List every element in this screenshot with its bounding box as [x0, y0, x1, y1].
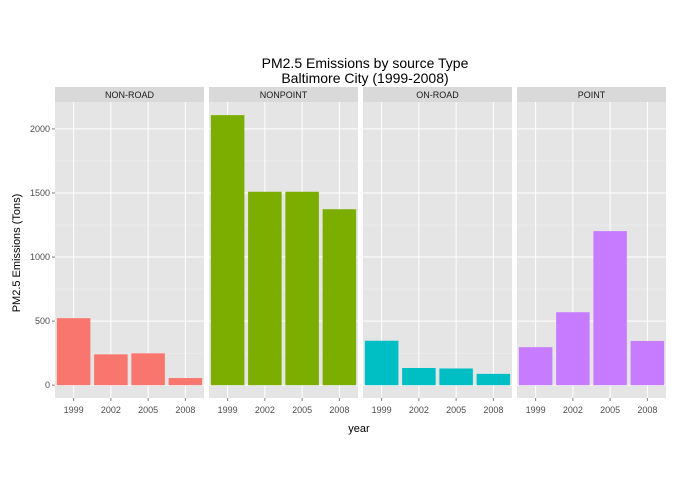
x-axis-title: year	[348, 423, 370, 435]
bar-nonpoint-1999	[210, 115, 245, 386]
x-tick-label: 1999	[526, 405, 546, 415]
facet-panel-on-road: ON-ROAD 1999 2002 2005 2008	[363, 87, 512, 415]
y-tick-label: 0	[45, 380, 50, 390]
facet-strip-label: POINT	[578, 90, 606, 100]
bar-on-road-2002	[402, 367, 436, 386]
facet-panel-point: POINT 1999 2002 2005 2008	[517, 87, 666, 415]
x-tick-label: 2005	[446, 405, 466, 415]
x-tick-label: 2002	[255, 405, 275, 415]
x-tick-label: 2008	[175, 405, 195, 415]
x-tick-label: 2002	[563, 405, 583, 415]
x-tick-label: 2008	[329, 405, 349, 415]
x-tick-label: 1999	[372, 405, 392, 415]
chart-title-line2: Baltimore City (1999-2008)	[281, 70, 448, 86]
facet-strip-label: NON-ROAD	[105, 90, 154, 100]
bar-non-road-2008	[168, 378, 203, 386]
x-tick-label: 2002	[101, 405, 121, 415]
bar-nonpoint-2002	[248, 191, 282, 386]
bar-point-2002	[556, 312, 590, 386]
bar-on-road-1999	[364, 340, 399, 386]
x-tick-label: 2005	[292, 405, 312, 415]
y-axis-title: PM2.5 Emissions (Tons)	[11, 194, 23, 313]
bar-non-road-1999	[56, 318, 91, 386]
x-tick-label: 2002	[409, 405, 429, 415]
bar-on-road-2005	[439, 368, 473, 386]
bar-non-road-2002	[94, 354, 128, 386]
facet-strip	[55, 87, 204, 102]
x-tick-label: 2005	[138, 405, 158, 415]
x-tick-label: 1999	[64, 405, 84, 415]
x-tick-label: 2008	[637, 405, 657, 415]
bar-non-road-2005	[131, 353, 165, 386]
y-tick-label: 500	[35, 316, 50, 326]
chart-title-line1: PM2.5 Emissions by source Type	[262, 55, 469, 71]
y-tick-label: 1000	[30, 252, 50, 262]
y-axis: 0 500 1000 1500 2000	[30, 124, 55, 390]
bar-nonpoint-2008	[322, 209, 357, 386]
bar-nonpoint-2005	[285, 191, 319, 386]
bar-point-1999	[518, 347, 553, 386]
bar-on-road-2008	[476, 373, 511, 386]
x-tick-label: 2008	[483, 405, 503, 415]
facet-strip-label: ON-ROAD	[416, 90, 459, 100]
x-tick-label: 1999	[218, 405, 238, 415]
facet-strip	[363, 87, 512, 102]
facet-panel-non-road: NON-ROAD 1999 2002 2005 2008	[55, 87, 204, 415]
bar-point-2008	[630, 340, 665, 386]
y-tick-label: 1500	[30, 188, 50, 198]
facet-strip	[517, 87, 666, 102]
y-tick-label: 2000	[30, 124, 50, 134]
facet-strip	[209, 87, 358, 102]
facet-panels: NON-ROAD 1999 2002 2005 2008 NONPOINT 1999 2002…	[55, 87, 666, 415]
x-tick-label: 2005	[600, 405, 620, 415]
facet-strip-label: NONPOINT	[260, 90, 308, 100]
facet-panel-nonpoint: NONPOINT 1999 2002 2005 2008	[209, 87, 358, 415]
bar-point-2005	[593, 231, 627, 386]
